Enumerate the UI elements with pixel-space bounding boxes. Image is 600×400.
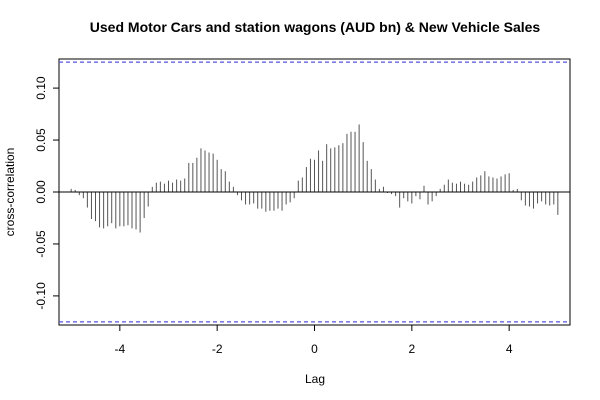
y-tick-label: 0.00 <box>34 180 48 204</box>
y-tick-label: 0.10 <box>34 76 48 100</box>
y-tick-label: -0.10 <box>34 282 48 310</box>
y-axis: -0.10 -0.05 0.00 0.05 0.10 <box>34 76 60 310</box>
x-tick-label: -4 <box>114 342 125 356</box>
x-tick-label: 0 <box>311 342 318 356</box>
y-tick-label: -0.05 <box>34 230 48 258</box>
y-tick-label: 0.05 <box>34 128 48 152</box>
x-axis-label: Lag <box>305 372 325 386</box>
bars-group <box>70 124 559 233</box>
chart-title: Used Motor Cars and station wagons (AUD … <box>90 19 541 35</box>
confidence-lines <box>59 61 570 323</box>
x-axis: -4 -2 0 2 4 <box>114 324 513 356</box>
x-tick-label: 2 <box>408 342 415 356</box>
y-axis-label: cross-correlation <box>3 148 17 237</box>
x-tick-label: 4 <box>506 342 513 356</box>
x-tick-label: -2 <box>212 342 223 356</box>
